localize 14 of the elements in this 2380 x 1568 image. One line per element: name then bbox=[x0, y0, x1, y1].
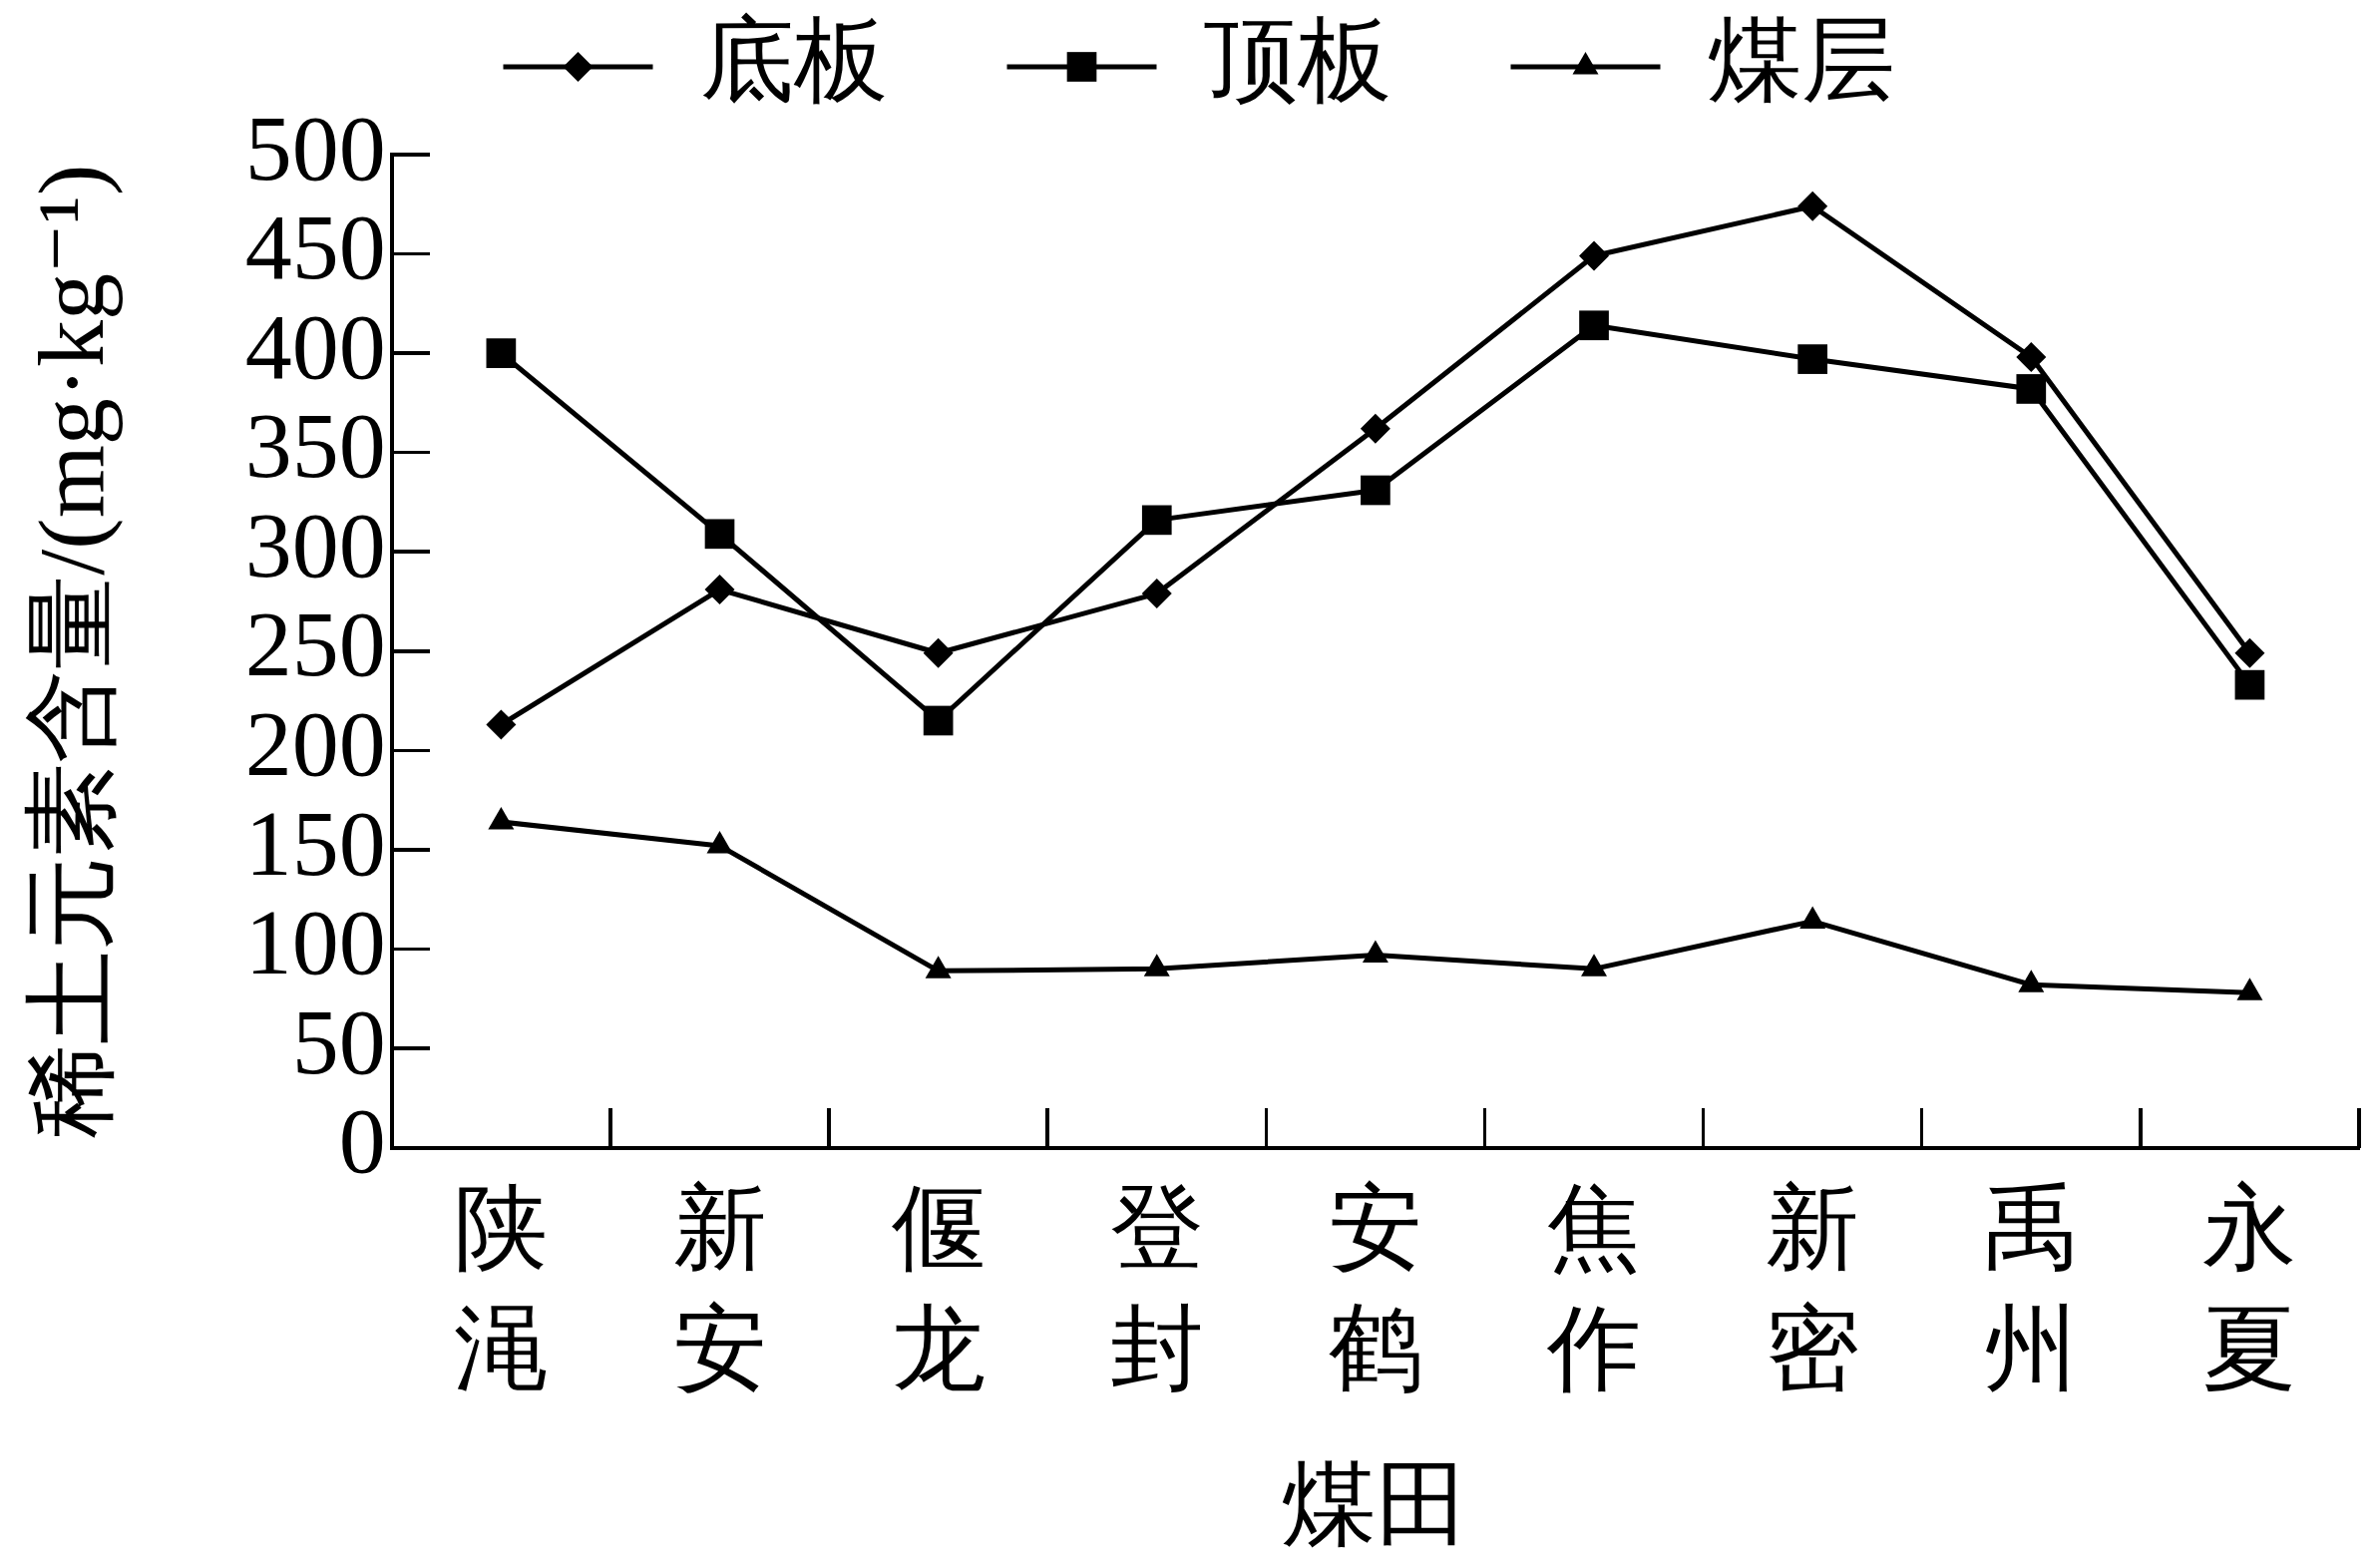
x-tick-label: 偃龙 bbox=[891, 1176, 986, 1400]
legend-label: 底板 bbox=[699, 7, 888, 112]
x-axis-title: 煤田 bbox=[1281, 1452, 1469, 1557]
y-axis-title: 稀土元素含量/(mg·kg⁻¹) bbox=[19, 164, 124, 1138]
x-tick-label: 安鹤 bbox=[1328, 1176, 1422, 1400]
legend-label: 顶板 bbox=[1203, 7, 1391, 112]
x-tick-label: 新密 bbox=[1766, 1176, 1860, 1400]
x-tick-label: 新安 bbox=[672, 1176, 767, 1400]
x-tick-label: 永夏 bbox=[2202, 1176, 2297, 1400]
x-tick-label: 登封 bbox=[1109, 1176, 1204, 1400]
x-tick-label: 禹州 bbox=[1984, 1176, 2079, 1400]
x-tick-label: 陕渑 bbox=[454, 1176, 549, 1400]
legend-label: 煤层 bbox=[1707, 7, 1895, 112]
x-tick-label: 焦作 bbox=[1546, 1176, 1642, 1400]
